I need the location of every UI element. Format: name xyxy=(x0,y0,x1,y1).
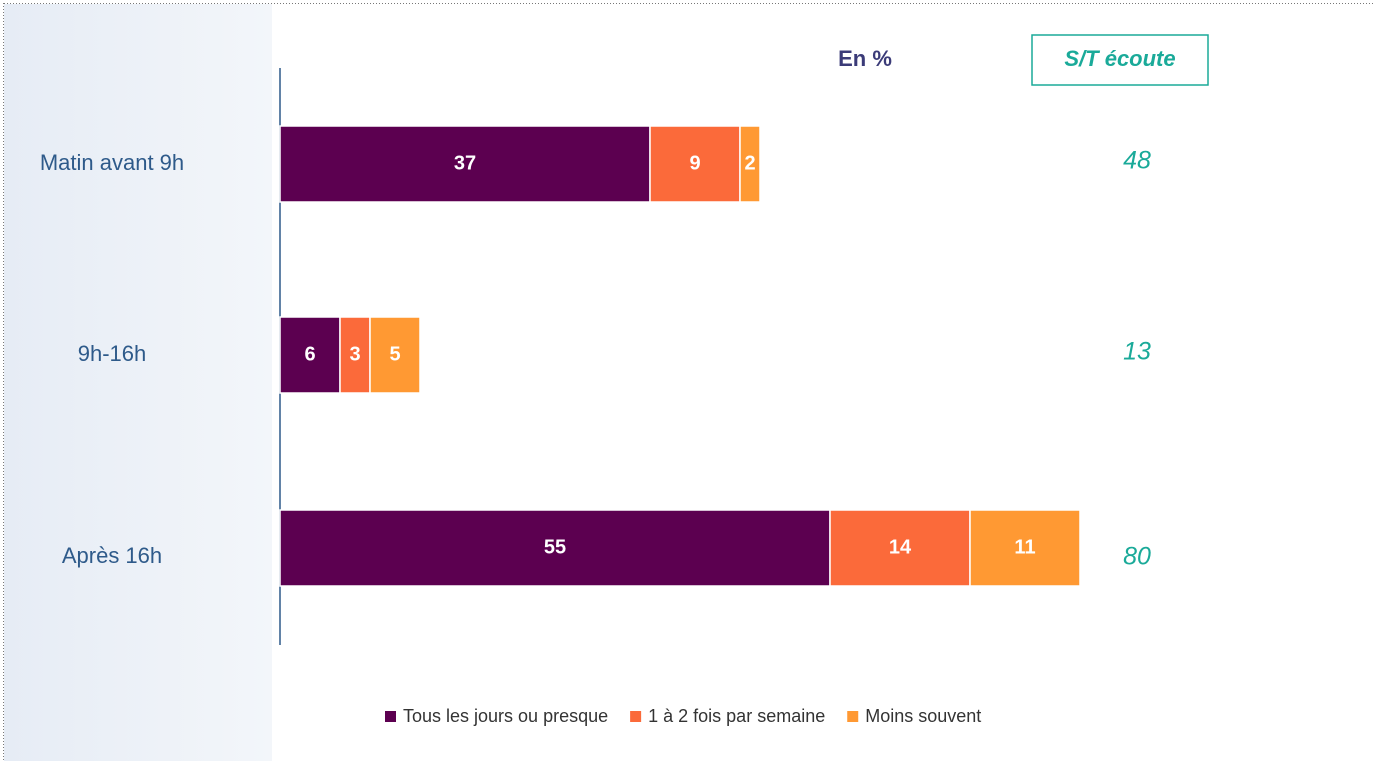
value-label: 3 xyxy=(349,343,360,365)
bar-segment xyxy=(279,509,831,587)
total-label: 80 xyxy=(1123,543,1151,571)
legend-label: Tous les jours ou presque xyxy=(403,706,608,726)
total-label: 48 xyxy=(1123,147,1151,175)
unit-label: En % xyxy=(838,46,892,71)
bar-segment xyxy=(739,125,761,203)
legend-label: 1 à 2 fois par semaine xyxy=(648,706,825,726)
value-label: 6 xyxy=(304,343,315,365)
bar-segment xyxy=(369,316,421,394)
value-label: 9 xyxy=(689,152,700,174)
value-label: 55 xyxy=(544,536,566,558)
side-panel xyxy=(4,4,272,761)
totals-title: S/T écoute xyxy=(1064,46,1175,71)
total-label: 13 xyxy=(1123,338,1151,366)
value-label: 37 xyxy=(454,152,476,174)
totals-header-box xyxy=(1031,34,1209,86)
legend-swatch xyxy=(385,711,396,722)
legend-swatch xyxy=(847,711,859,722)
value-label: 5 xyxy=(389,343,400,365)
legend-label: Moins souvent xyxy=(865,706,981,726)
bar-segment xyxy=(969,509,1081,587)
category-label: Après 16h xyxy=(62,543,162,568)
value-label: 2 xyxy=(744,152,755,174)
bar-segment xyxy=(339,316,371,394)
category-label: 9h-16h xyxy=(78,341,147,366)
bar-segment xyxy=(649,125,741,203)
bar-segment xyxy=(279,125,651,203)
legend-swatch xyxy=(630,711,642,722)
value-label: 14 xyxy=(889,536,912,558)
value-label: 11 xyxy=(1014,536,1035,558)
category-label: Matin avant 9h xyxy=(40,150,184,175)
